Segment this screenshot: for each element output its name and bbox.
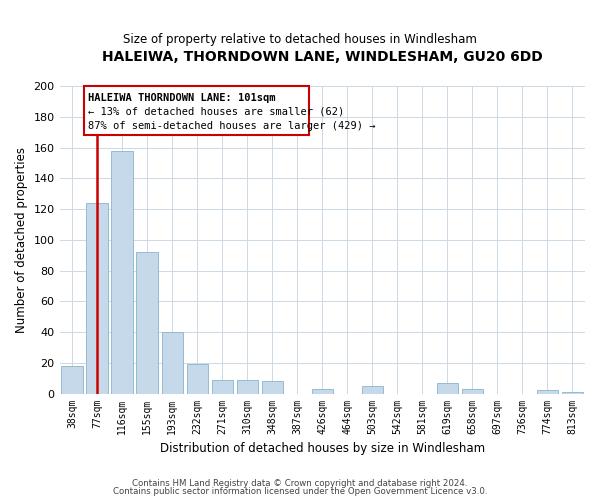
Title: HALEIWA, THORNDOWN LANE, WINDLESHAM, GU20 6DD: HALEIWA, THORNDOWN LANE, WINDLESHAM, GU2… — [102, 50, 542, 64]
Bar — [61, 366, 83, 394]
Bar — [236, 380, 258, 394]
Bar — [562, 392, 583, 394]
Bar — [187, 364, 208, 394]
Bar — [262, 382, 283, 394]
Bar — [136, 252, 158, 394]
Bar — [86, 203, 108, 394]
Bar — [161, 332, 183, 394]
Bar — [212, 380, 233, 394]
Bar — [437, 383, 458, 394]
Bar — [537, 390, 558, 394]
Bar — [462, 389, 483, 394]
Text: 87% of semi-detached houses are larger (429) →: 87% of semi-detached houses are larger (… — [88, 120, 376, 130]
Text: Contains HM Land Registry data © Crown copyright and database right 2024.: Contains HM Land Registry data © Crown c… — [132, 478, 468, 488]
Y-axis label: Number of detached properties: Number of detached properties — [15, 147, 28, 333]
Text: Size of property relative to detached houses in Windlesham: Size of property relative to detached ho… — [123, 32, 477, 46]
Text: ← 13% of detached houses are smaller (62): ← 13% of detached houses are smaller (62… — [88, 107, 344, 117]
Bar — [112, 150, 133, 394]
FancyBboxPatch shape — [84, 86, 309, 135]
X-axis label: Distribution of detached houses by size in Windlesham: Distribution of detached houses by size … — [160, 442, 485, 455]
Text: Contains public sector information licensed under the Open Government Licence v3: Contains public sector information licen… — [113, 487, 487, 496]
Bar — [362, 386, 383, 394]
Bar — [311, 389, 333, 394]
Text: HALEIWA THORNDOWN LANE: 101sqm: HALEIWA THORNDOWN LANE: 101sqm — [88, 93, 275, 103]
